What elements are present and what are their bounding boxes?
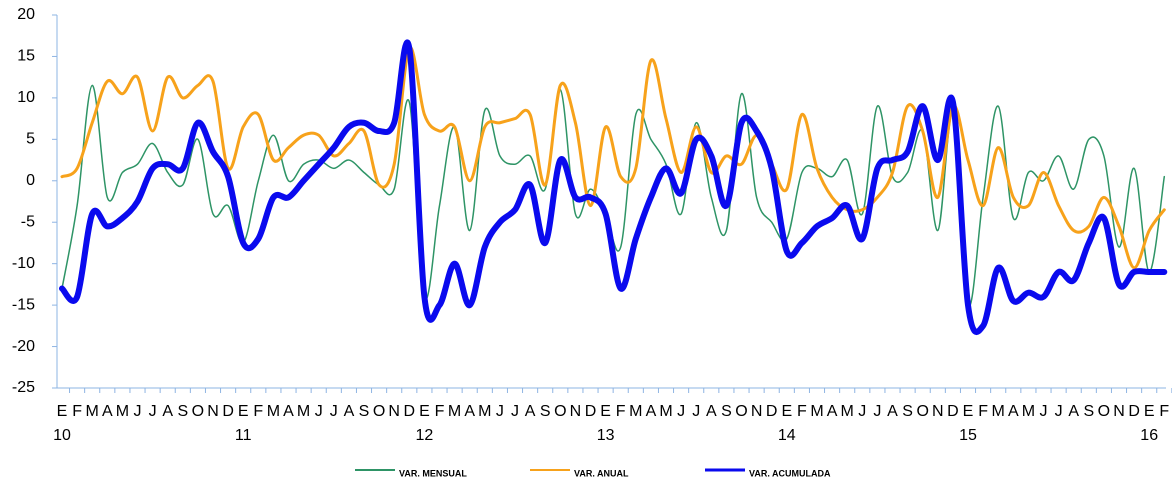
x-tick-label: A [344, 403, 355, 420]
x-tick-label: M [992, 403, 1005, 420]
x-year-label: 12 [416, 427, 434, 444]
x-tick-label: E [419, 403, 430, 420]
x-tick-label: M [267, 403, 280, 420]
x-tick-label: O [916, 403, 928, 420]
x-tick-label: M [629, 403, 642, 420]
x-tick-label: E [600, 403, 611, 420]
x-tick-label: M [478, 403, 491, 420]
x-tick-label: J [330, 403, 338, 420]
x-tick-label: A [162, 403, 173, 420]
x-tick-label: F [435, 403, 445, 420]
x-tick-label: M [841, 403, 854, 420]
x-tick-label: J [677, 403, 685, 420]
x-tick-label: J [149, 403, 157, 420]
x-tick-label: A [646, 403, 657, 420]
legend-label: VAR. MENSUAL [399, 468, 467, 478]
legend-label: VAR. ANUAL [574, 468, 629, 478]
x-tick-label: A [525, 403, 536, 420]
x-tick-label: A [706, 403, 717, 420]
x-tick-label: O [554, 403, 566, 420]
x-tick-label: J [1055, 403, 1063, 420]
x-tick-label: F [978, 403, 988, 420]
series-line [60, 46, 1166, 270]
y-tick-label: -25 [12, 379, 35, 396]
x-tick-label: A [464, 403, 475, 420]
x-tick-label: S [902, 403, 913, 420]
x-tick-label: S [1083, 403, 1094, 420]
x-tick-label: S [359, 403, 370, 420]
x-year-label: 13 [597, 427, 615, 444]
x-tick-label: N [570, 403, 582, 420]
x-tick-label: S [540, 403, 551, 420]
x-tick-label: E [57, 403, 68, 420]
x-tick-label: F [616, 403, 626, 420]
x-tick-label: D [947, 403, 959, 420]
x-year-label: 10 [53, 427, 71, 444]
y-tick-label: 20 [17, 6, 35, 23]
x-tick-label: E [238, 403, 249, 420]
y-tick-label: -5 [21, 213, 35, 230]
y-tick-label: 15 [17, 48, 35, 65]
y-tick-label: -20 [12, 338, 35, 355]
x-tick-label: A [1068, 403, 1079, 420]
x-tick-label: F [253, 403, 263, 420]
y-tick-label: -10 [12, 255, 35, 272]
x-tick-label: J [511, 403, 519, 420]
x-tick-label: A [1008, 403, 1019, 420]
y-tick-label: 10 [17, 89, 35, 106]
x-tick-label: J [315, 403, 323, 420]
x-tick-label: S [177, 403, 188, 420]
y-tick-label: 0 [26, 172, 35, 189]
x-tick-label: A [283, 403, 294, 420]
x-tick-label: N [388, 403, 400, 420]
x-tick-label: M [1022, 403, 1035, 420]
x-tick-label: J [692, 403, 700, 420]
x-year-label: 14 [778, 427, 796, 444]
legend-label: VAR. ACUMULADA [749, 468, 831, 478]
x-tick-label: A [827, 403, 838, 420]
x-tick-label: J [134, 403, 142, 420]
x-tick-label: F [72, 403, 82, 420]
x-tick-label: J [496, 403, 504, 420]
x-tick-label: N [932, 403, 944, 420]
y-tick-label: -15 [12, 296, 35, 313]
x-tick-label: N [751, 403, 763, 420]
x-tick-label: D [404, 403, 416, 420]
x-tick-label: A [102, 403, 113, 420]
x-tick-label: O [735, 403, 747, 420]
x-tick-label: E [963, 403, 974, 420]
x-year-label: 16 [1140, 427, 1158, 444]
x-tick-label: N [1113, 403, 1125, 420]
x-tick-label: D [585, 403, 597, 420]
x-tick-label: M [659, 403, 672, 420]
x-tick-label: D [222, 403, 234, 420]
x-tick-label: M [297, 403, 310, 420]
x-tick-label: S [721, 403, 732, 420]
x-year-label: 15 [959, 427, 977, 444]
x-tick-label: M [810, 403, 823, 420]
x-tick-label: J [873, 403, 881, 420]
x-tick-label: D [1128, 403, 1140, 420]
x-tick-label: M [86, 403, 99, 420]
x-tick-label: J [1040, 403, 1048, 420]
x-tick-label: F [797, 403, 807, 420]
x-tick-label: E [781, 403, 792, 420]
x-tick-label: M [448, 403, 461, 420]
x-tick-label: A [887, 403, 898, 420]
x-tick-label: O [192, 403, 204, 420]
x-tick-label: O [373, 403, 385, 420]
x-tick-label: N [207, 403, 219, 420]
x-tick-label: O [1098, 403, 1110, 420]
x-tick-label: F [1159, 403, 1169, 420]
x-year-label: 11 [235, 427, 252, 444]
x-tick-label: M [116, 403, 129, 420]
x-tick-label: J [858, 403, 866, 420]
x-tick-label: E [1144, 403, 1155, 420]
y-tick-label: 5 [26, 131, 35, 148]
x-tick-label: D [766, 403, 778, 420]
series-line [59, 39, 1168, 335]
